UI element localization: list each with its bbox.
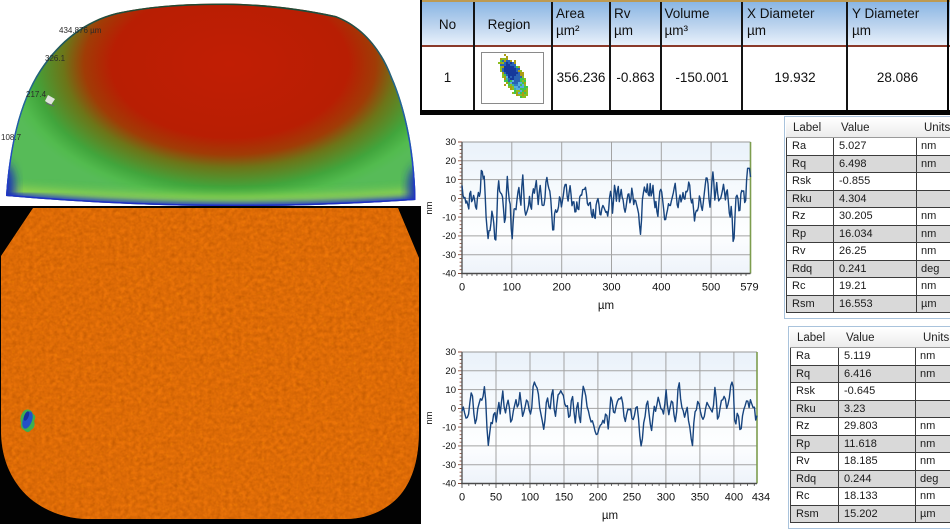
svg-text:20: 20 — [445, 156, 456, 167]
svg-text:-30: -30 — [442, 250, 456, 261]
svg-text:10: 10 — [445, 175, 456, 186]
svg-text:200: 200 — [589, 492, 607, 504]
svg-text:579: 579 — [740, 282, 758, 294]
svg-text:nm: nm — [424, 201, 435, 214]
svg-text:-10: -10 — [442, 212, 456, 223]
svg-text:217.4: 217.4 — [26, 90, 47, 99]
svg-text:108.7: 108.7 — [1, 133, 22, 142]
svg-text:0: 0 — [459, 492, 465, 504]
svg-text:30: 30 — [445, 347, 456, 358]
svg-text:150: 150 — [555, 492, 573, 504]
svg-text:-30: -30 — [442, 460, 456, 471]
svg-text:326.1: 326.1 — [45, 54, 66, 63]
svg-text:350: 350 — [691, 492, 709, 504]
svg-text:10: 10 — [445, 385, 456, 396]
svg-text:30: 30 — [445, 137, 456, 148]
svg-text:434.876 µm: 434.876 µm — [59, 26, 102, 35]
svg-text:200: 200 — [553, 282, 571, 294]
svg-text:300: 300 — [602, 282, 620, 294]
svg-text:0: 0 — [451, 404, 456, 415]
svg-text:-40: -40 — [442, 269, 456, 280]
svg-text:400: 400 — [725, 492, 743, 504]
svg-text:-40: -40 — [442, 479, 456, 490]
svg-text:300: 300 — [657, 492, 675, 504]
svg-text:100: 100 — [503, 282, 521, 294]
svg-text:20: 20 — [445, 366, 456, 377]
svg-text:-20: -20 — [442, 441, 456, 452]
svg-text:100: 100 — [521, 492, 539, 504]
svg-text:50: 50 — [490, 492, 502, 504]
svg-text:-20: -20 — [442, 231, 456, 242]
svg-text:0: 0 — [451, 194, 456, 205]
svg-text:250: 250 — [623, 492, 641, 504]
svg-text:nm: nm — [424, 411, 435, 424]
svg-text:µm: µm — [602, 510, 618, 522]
svg-text:400: 400 — [652, 282, 670, 294]
svg-text:500: 500 — [702, 282, 720, 294]
svg-text:-10: -10 — [442, 422, 456, 433]
svg-text:µm: µm — [598, 300, 614, 312]
svg-text:434: 434 — [752, 492, 770, 504]
svg-text:0: 0 — [459, 282, 465, 294]
